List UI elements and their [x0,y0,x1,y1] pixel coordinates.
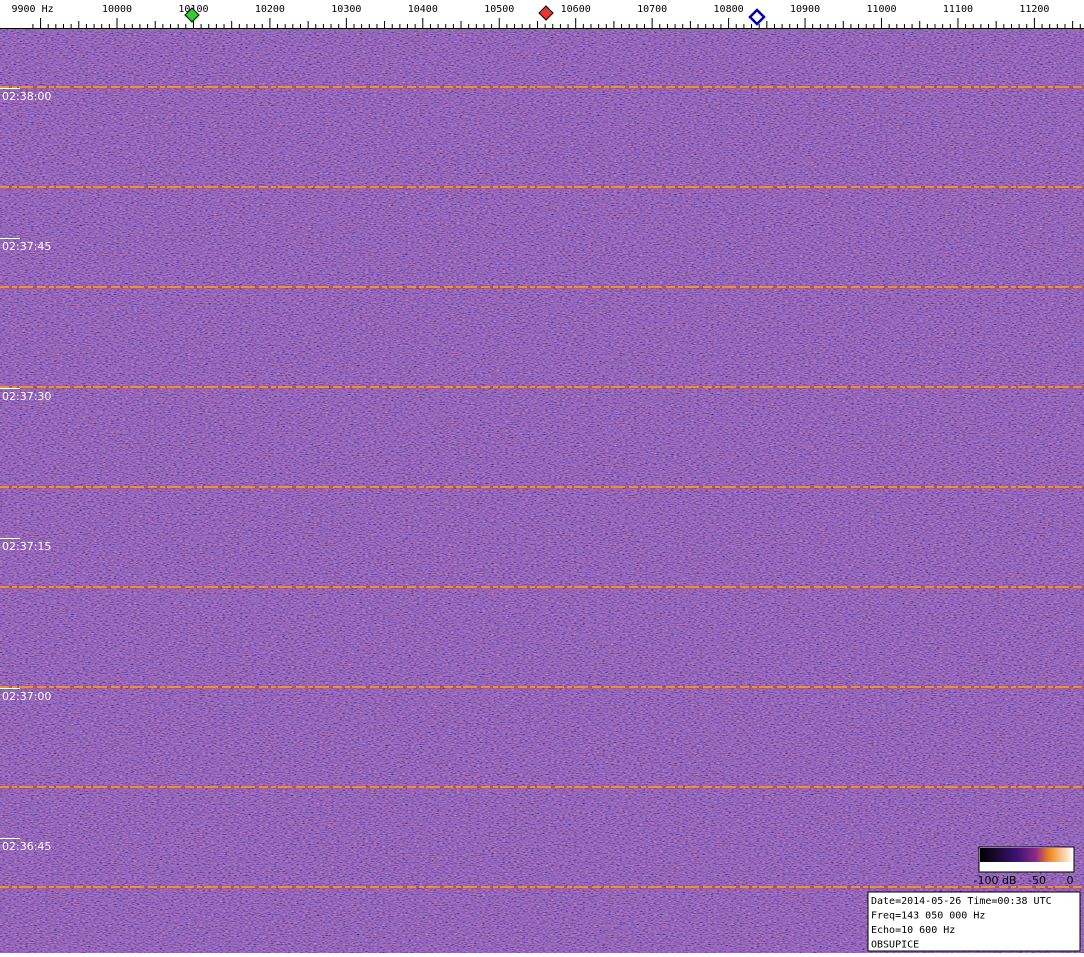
info-line: Freq=143 050 000 Hz [871,911,985,922]
freq-label: 11100 [943,4,973,15]
freq-label: 9900 Hz [11,4,53,15]
marker-green [184,7,200,23]
colorbar-label: 0 [1067,874,1074,887]
freq-label: 10400 [408,4,438,15]
axis-ticks: 9900 Hz100001010010200103001040010500106… [11,4,1081,28]
freq-label: 10800 [714,4,744,15]
info-line: Date=2014-05-26 Time=00:38 UTC [871,896,1052,907]
info-line: OBSUPICE [871,940,919,951]
time-label: 02:38:00 [2,90,51,103]
colorbar-label: -50 [1028,874,1046,887]
marker-red [538,5,554,21]
freq-label: 10600 [561,4,591,15]
time-label: 02:37:15 [2,540,51,553]
labels: 02:38:00 02:37:45 02:37:30 02:37:15 02:37:00… [0,88,51,853]
echo-lines [0,85,1084,889]
freq-label: 11000 [866,4,896,15]
freq-label: 10900 [790,4,820,15]
freq-label: 10200 [255,4,285,15]
freq-label: 10700 [637,4,667,15]
freq-label: 10000 [102,4,132,15]
colorbar-label: -100 dB [974,874,1017,887]
info-box [867,891,1081,952]
time-label: 02:37:30 [2,390,51,403]
freq-label: 10300 [331,4,361,15]
freq-label: 10500 [484,4,514,15]
time-label: 02:36:45 [2,840,51,853]
colorbar [980,848,1073,862]
time-label: 02:37:45 [2,240,51,253]
marker-blue [748,8,766,26]
info-line: Echo=10 600 Hz [871,925,955,936]
time-label: 02:37:00 [2,690,51,703]
freq-label: 11200 [1019,4,1049,15]
waterfall-noise [0,29,1084,953]
